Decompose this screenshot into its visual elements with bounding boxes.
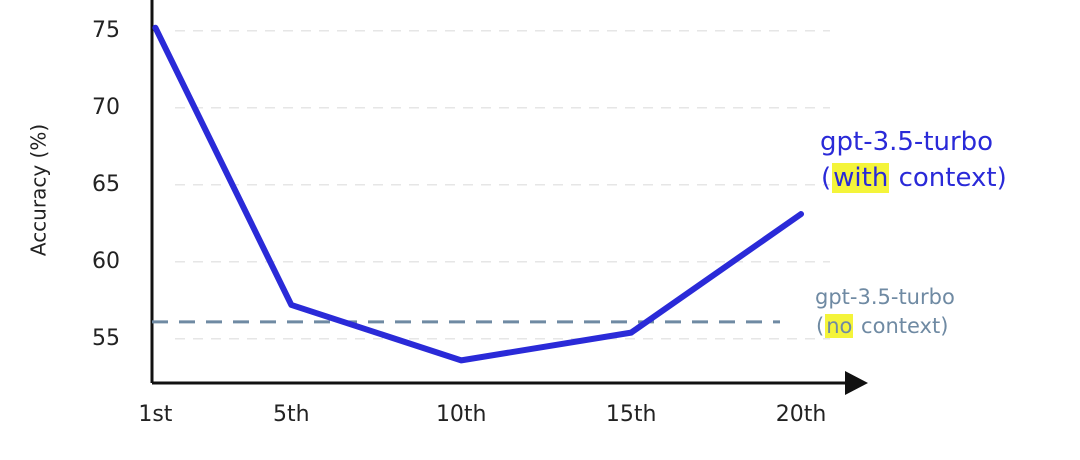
y-tick-label: 55 (92, 326, 120, 351)
y-axis-label: Accuracy (%) (27, 124, 51, 256)
note-part: ( (821, 163, 832, 194)
note-part: ( (816, 314, 825, 339)
x-tick-label: 10th (436, 402, 487, 427)
y-tick-label: 75 (92, 18, 120, 43)
series-label: gpt-3.5-turbo (with context) (820, 124, 1008, 197)
y-tick-label: 65 (92, 172, 120, 197)
x-tick-label: 1st (138, 402, 172, 427)
y-tick-label: 70 (92, 95, 120, 120)
note-part: context) (890, 163, 1007, 194)
series-name: gpt-3.5-turbo (820, 127, 994, 157)
y-tick-label: 60 (92, 249, 120, 274)
reference-name: gpt-3.5-turbo (815, 285, 955, 309)
note-part: context) (854, 314, 949, 339)
series-note: (with context) (820, 160, 1008, 196)
x-tick-label: 20th (776, 402, 827, 427)
x-tick-label: 15th (606, 402, 657, 427)
note-highlight: with (832, 163, 890, 194)
reference-label: gpt-3.5-turbo (no context) (815, 283, 955, 342)
reference-note: (no context) (815, 312, 955, 341)
note-highlight: no (825, 314, 854, 339)
x-axis-arrow (845, 371, 868, 395)
x-tick-label: 5th (273, 402, 310, 427)
line-series (152, 24, 805, 364)
